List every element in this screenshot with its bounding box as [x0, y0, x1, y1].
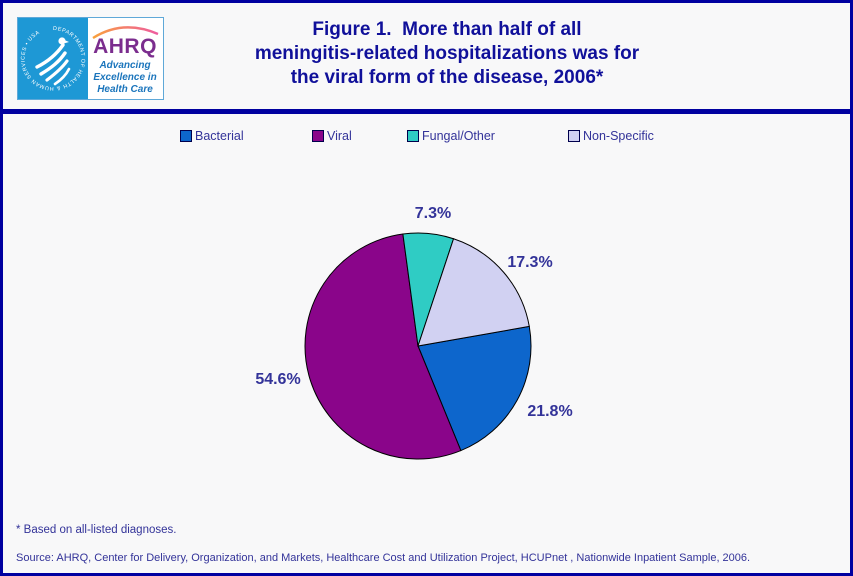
figure-title-line1: Figure 1. More than half of all [312, 19, 582, 40]
pie-slice-non-specific [417, 238, 530, 347]
legend-label-viral: Viral [327, 129, 352, 143]
legend-label-bacterial: Bacterial [195, 129, 244, 143]
legend-item-viral: Viral [312, 128, 352, 144]
ahrq-tagline-line3: Health Care [97, 84, 153, 95]
hhs-eagle-icon [35, 37, 71, 86]
figure-title-line3: the viral form of the disease, 2006* [290, 67, 604, 88]
legend-item-fungal-other: Fungal/Other [407, 128, 495, 144]
ahrq-brand-text: AHRQ [93, 35, 157, 58]
pie-chart-area: 21.8% 54.6% 7.3% 17.3% [3, 153, 850, 513]
legend-swatch-fungal-other-icon [407, 130, 419, 142]
legend-item-non-specific: Non-Specific [568, 128, 654, 144]
legend-swatch-bacterial-icon [180, 130, 192, 142]
ahrq-tagline-line2: Excellence in [93, 72, 156, 83]
pie-label-viral: 54.6% [255, 371, 301, 388]
ahrq-tagline-line1: Advancing [98, 60, 150, 71]
pie-label-bacterial: 21.8% [527, 403, 573, 420]
pie-slice-bacterial [417, 325, 532, 452]
pie-label-fungal-other: 7.3% [414, 205, 452, 222]
pie-chart [304, 232, 532, 460]
logo-arc-icon [92, 26, 159, 40]
pie-slice-viral [304, 233, 462, 460]
legend-swatch-non-specific-icon [568, 130, 580, 142]
source-text: Source: AHRQ, Center for Delivery, Organ… [16, 552, 751, 564]
figure-title-line2: meningitis-related hospitalizations was … [254, 43, 640, 64]
legend-swatch-viral-icon [312, 130, 324, 142]
ahrq-wordmark: AHRQ Advancing Excellence in Health Care [92, 26, 159, 95]
ahrq-hhs-logo: DEPARTMENT OF HEALTH & HUMAN SERVICES • … [17, 17, 164, 100]
legend-item-bacterial: Bacterial [180, 128, 244, 144]
footnote-text: * Based on all-listed diagnoses. [16, 524, 177, 536]
header-divider [3, 109, 850, 114]
legend-label-non-specific: Non-Specific [583, 129, 654, 143]
legend-label-fungal-other: Fungal/Other [422, 129, 495, 143]
pie-label-non-specific: 17.3% [507, 254, 553, 271]
figure-title: Figure 1. More than half of all meningit… [169, 18, 725, 90]
